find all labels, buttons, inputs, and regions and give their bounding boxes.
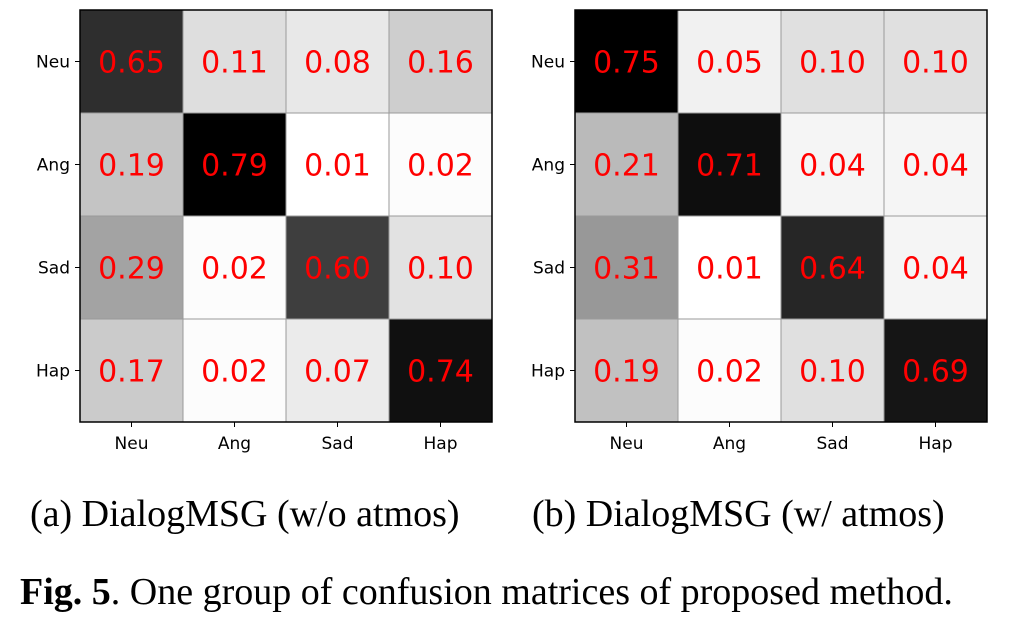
cell-value-b-2-1: 0.01: [696, 252, 763, 287]
y-tick-label-a-1: Ang: [37, 156, 70, 176]
cell-b-3-1: [677, 318, 782, 423]
cell-value-a-1-1: 0.79: [201, 149, 268, 184]
cell-value-b-2-3: 0.04: [902, 252, 969, 287]
x-tick-label-b-3: Hap: [919, 434, 953, 454]
figure-caption: Fig. 5. One group of confusion matrices …: [20, 570, 953, 614]
cell-value-b-3-3: 0.69: [902, 355, 969, 390]
x-tick-label-b-2: Sad: [817, 434, 849, 454]
cell-b-2-3: [883, 215, 988, 320]
cell-value-a-3-1: 0.02: [201, 355, 268, 390]
cell-value-b-1-1: 0.71: [696, 149, 763, 184]
subcaption-b: (b) DialogMSG (w/ atmos): [532, 493, 945, 535]
cell-value-b-2-0: 0.31: [593, 252, 660, 287]
cell-a-1-3: [388, 112, 493, 217]
y-tick-label-a-0: Neu: [36, 53, 70, 73]
cell-value-a-2-1: 0.02: [201, 252, 268, 287]
cell-value-a-0-1: 0.11: [201, 46, 268, 81]
cell-a-2-3: [388, 215, 493, 320]
cell-b-0-3: [883, 9, 988, 114]
cell-value-a-0-2: 0.08: [304, 46, 371, 81]
cell-value-a-3-2: 0.07: [304, 355, 371, 390]
cell-value-a-1-2: 0.01: [304, 149, 371, 184]
cell-a-3-0: [79, 318, 184, 423]
cell-value-b-2-2: 0.64: [799, 252, 866, 287]
cell-value-a-2-2: 0.60: [304, 252, 371, 287]
cell-value-b-0-2: 0.10: [799, 46, 866, 81]
x-tick-label-b-1: Ang: [713, 434, 746, 454]
cell-b-1-3: [883, 112, 988, 217]
confusion-matrix-a: 0.65 0.11 0.08 0.16 0.19 0.79 0.01 0.02 0.29 0.02…: [36, 9, 493, 454]
cell-a-2-0: [79, 215, 184, 320]
cell-a-3-2: [285, 318, 390, 423]
cell-b-3-0: [574, 318, 679, 423]
cell-a-3-3: [388, 318, 493, 423]
cell-a-1-0: [79, 112, 184, 217]
cell-value-b-3-2: 0.10: [799, 355, 866, 390]
cell-b-3-3: [883, 318, 988, 423]
y-tick-label-b-0: Neu: [531, 53, 565, 73]
cell-value-a-3-0: 0.17: [98, 355, 165, 390]
y-tick-label-a-2: Sad: [38, 259, 70, 279]
cell-b-2-1: [677, 215, 782, 320]
cell-value-a-1-3: 0.02: [407, 149, 474, 184]
matrix-frame-a: [79, 9, 493, 423]
cell-value-b-1-3: 0.04: [902, 149, 969, 184]
y-tick-label-b-3: Hap: [531, 362, 565, 382]
cell-a-1-1: [182, 112, 287, 217]
cell-b-3-2: [780, 318, 885, 423]
cell-value-a-3-3: 0.74: [407, 355, 474, 390]
x-tick-label-b-0: Neu: [610, 434, 644, 454]
cell-b-2-0: [574, 215, 679, 320]
cell-a-3-1: [182, 318, 287, 423]
cell-value-b-0-3: 0.10: [902, 46, 969, 81]
matrix-frame-b: [574, 9, 988, 423]
x-tick-label-a-1: Ang: [218, 434, 251, 454]
cell-b-0-1: [677, 9, 782, 114]
cell-a-0-2: [285, 9, 390, 114]
y-tick-label-a-3: Hap: [36, 362, 70, 382]
cell-value-a-2-0: 0.29: [98, 252, 165, 287]
cell-value-a-0-0: 0.65: [98, 46, 165, 81]
cell-value-a-2-3: 0.10: [407, 252, 474, 287]
cell-a-0-0: [79, 9, 184, 114]
cell-a-1-2: [285, 112, 390, 217]
cell-value-b-1-2: 0.04: [799, 149, 866, 184]
confusion-matrix-b: 0.75 0.05 0.10 0.10 0.21 0.71 0.04 0.04 0.31 0.01…: [531, 9, 988, 454]
cell-b-1-1: [677, 112, 782, 217]
cell-value-a-1-0: 0.19: [98, 149, 165, 184]
cell-value-b-3-0: 0.19: [593, 355, 660, 390]
cell-value-b-0-1: 0.05: [696, 46, 763, 81]
cell-value-b-1-0: 0.21: [593, 149, 660, 184]
x-tick-label-a-2: Sad: [322, 434, 354, 454]
caption-text: . One group of confusion matrices of pro…: [110, 571, 953, 613]
cell-value-b-0-0: 0.75: [593, 46, 660, 81]
caption-label: Fig. 5: [20, 571, 111, 613]
cell-b-1-0: [574, 112, 679, 217]
cell-value-a-0-3: 0.16: [407, 46, 474, 81]
x-tick-label-a-0: Neu: [115, 434, 149, 454]
cell-value-b-3-1: 0.02: [696, 355, 763, 390]
y-tick-label-b-1: Ang: [532, 156, 565, 176]
y-tick-label-b-2: Sad: [533, 259, 565, 279]
x-tick-label-a-3: Hap: [424, 434, 458, 454]
subcaption-a: (a) DialogMSG (w/o atmos): [30, 493, 460, 535]
